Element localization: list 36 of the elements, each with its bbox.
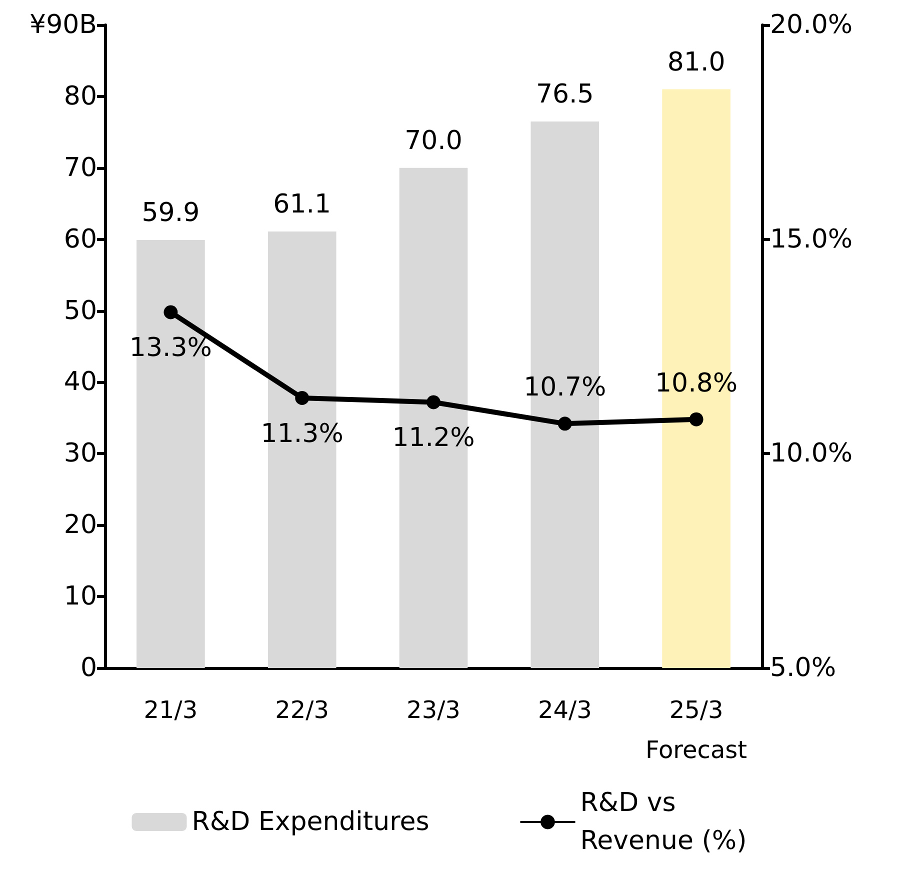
y2-tick-label: 15.0% (770, 224, 853, 254)
x-tick-label: 25/3 Forecast (646, 696, 748, 764)
data-label: 76.5 (536, 79, 594, 110)
legend-label: R&D vs Revenue (%) (580, 788, 747, 856)
point (558, 416, 572, 431)
point (426, 395, 440, 410)
data-label: 81.0 (667, 47, 726, 78)
point (295, 390, 310, 405)
y-tick-label: ¥90B (30, 10, 97, 40)
y-tick-label: 10 (64, 582, 97, 612)
point (164, 305, 178, 320)
x-tick-label: 23/3 (406, 696, 460, 724)
data-label: 10.7% (524, 372, 606, 403)
y-tick-label: 0 (80, 653, 97, 683)
data-label: 59.9 (142, 198, 200, 228)
data-label: 61.1 (273, 189, 332, 220)
legend-label: R&D Expenditures (192, 807, 430, 837)
y-tick-label: 30 (64, 438, 97, 469)
y2-tick-label: 20.0% (770, 10, 853, 40)
x-tick-label: 24/3 (538, 696, 592, 724)
y2-tick-label: 5.0% (770, 653, 836, 683)
data-label: 13.3% (129, 333, 212, 364)
data-label: 70.0 (404, 126, 462, 156)
y2-tick-label: 10.0% (770, 438, 853, 469)
y-tick-label: 20 (64, 510, 97, 540)
point (689, 412, 704, 426)
y-tick-label: 40 (64, 367, 97, 398)
x-tick-label: 21/3 (144, 696, 198, 724)
x-tick-label: 22/3 (275, 696, 330, 724)
y-tick-label: 60 (64, 224, 97, 254)
y-tick-label: 50 (64, 296, 97, 326)
y-tick-label: 70 (64, 152, 97, 183)
data-label: 11.2% (392, 423, 475, 454)
data-label: 11.3% (260, 418, 344, 449)
y-tick-label: 80 (64, 81, 97, 112)
data-label: 10.8% (654, 368, 738, 398)
